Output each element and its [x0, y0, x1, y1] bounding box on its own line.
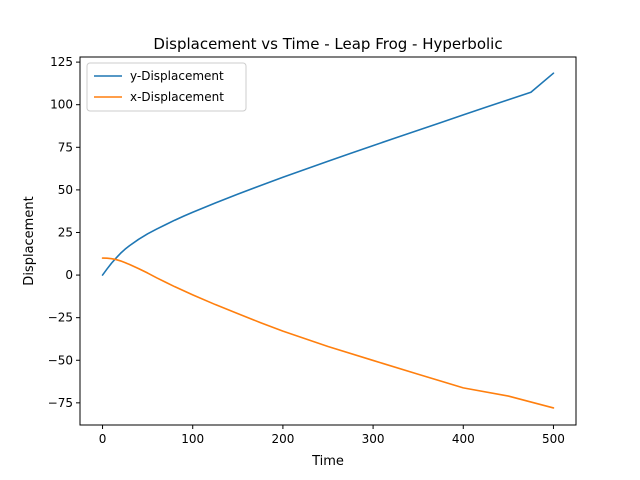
legend-label-y-displacement: y-Displacement [130, 69, 224, 83]
series-line-x-displacement [101, 257, 555, 409]
y-tick-label: 0 [65, 268, 73, 282]
y-tick-label: 50 [58, 183, 73, 197]
y-axis-label: Displacement [22, 196, 37, 285]
x-axis-label: Time [311, 454, 344, 469]
y-axis-ticks: −75 −50 −25 0 25 50 75 100 125 [48, 55, 80, 410]
y-tick-label: −75 [48, 396, 73, 410]
x-tick-label: 100 [181, 432, 204, 446]
plot-frame [79, 56, 577, 426]
y-tick-label: 25 [58, 225, 73, 239]
series-layer [101, 72, 555, 409]
x-tick-label: 200 [271, 432, 294, 446]
legend-box [86, 62, 247, 112]
y-tick-label: 125 [50, 55, 73, 69]
legend-label-x-displacement: x-Displacement [130, 90, 224, 104]
x-tick-label: 400 [452, 432, 475, 446]
x-tick-label: 0 [99, 432, 107, 446]
x-tick-label: 500 [542, 432, 565, 446]
y-tick-label: 100 [50, 98, 73, 112]
x-tick-label: 300 [362, 432, 385, 446]
series-line-y-displacement [101, 72, 555, 276]
y-tick-label: 75 [58, 140, 73, 154]
y-tick-label: −25 [48, 311, 73, 325]
legend: y-Displacement x-Displacement [86, 62, 247, 112]
x-axis-ticks: 0 100 200 300 400 500 [99, 425, 565, 446]
chart-title: Displacement vs Time - Leap Frog - Hyper… [153, 35, 502, 53]
y-tick-label: −50 [48, 353, 73, 367]
